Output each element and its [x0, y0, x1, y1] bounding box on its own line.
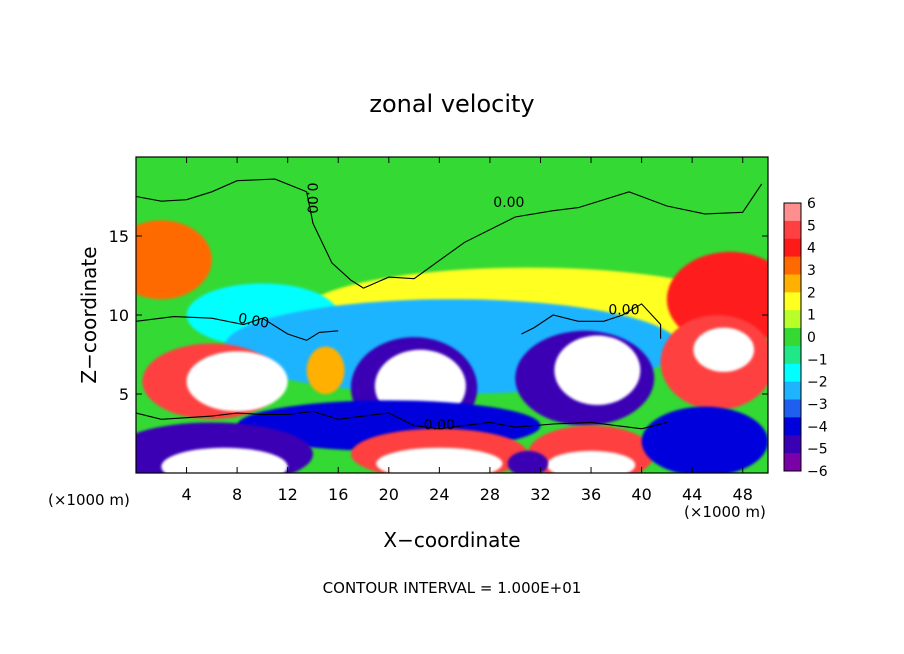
- colorbar-swatch-2: [784, 238, 801, 258]
- colorbar-label-6: 0: [807, 330, 816, 346]
- contour-line-1: [136, 316, 339, 341]
- field-blob-6: [186, 351, 288, 412]
- contour-lines: [136, 178, 763, 430]
- contour-label-2: 0.00: [237, 311, 270, 332]
- colorbar-label-5: 1: [807, 308, 816, 324]
- x-tick-label-8: 36: [581, 485, 601, 504]
- contour-label-3: 0.00: [608, 302, 639, 318]
- velocity-field: [136, 157, 768, 473]
- colorbar-swatch-1: [784, 220, 801, 240]
- field-blob-12: [693, 327, 755, 372]
- field-blob-10: [554, 335, 641, 406]
- contour-line-3: [136, 410, 668, 430]
- colorbar-label-7: −1: [807, 352, 828, 368]
- colorbar-swatch-6: [784, 310, 801, 329]
- colorbar-swatch-12: [784, 417, 801, 436]
- x-tick-label-3: 16: [328, 485, 348, 504]
- x-tick-label-7: 32: [530, 485, 550, 504]
- field-blob-18: [376, 447, 503, 473]
- x-tick-label-2: 12: [278, 485, 298, 504]
- colorbar-swatch-0: [784, 203, 801, 222]
- colorbar-swatch-11: [784, 399, 801, 418]
- contour-label-0: 0.00: [493, 195, 524, 211]
- chart-title: zonal velocity: [369, 90, 534, 118]
- colorbar-swatch-4: [784, 274, 801, 293]
- colorbar-label-0: 6: [807, 196, 816, 212]
- contour-line-2: [521, 303, 662, 339]
- colorbar-swatch-8: [784, 345, 801, 365]
- y-axis-label: Z−coordinate: [77, 246, 101, 383]
- colorbar: 6 5 4 3 2 1 0 −1 −2 −3 −4 −5 −6: [783, 196, 828, 480]
- x-tick-label-1: 8: [232, 485, 242, 504]
- contour-line-0: [136, 178, 763, 289]
- x-tick-label-9: 40: [631, 485, 651, 504]
- field-blob-13: [306, 346, 345, 394]
- colorbar-label-2: 4: [807, 241, 816, 257]
- colorbar-swatch-7: [784, 328, 801, 347]
- colorbar-label-8: −2: [807, 375, 828, 391]
- field-blob-21: [641, 406, 768, 473]
- x-tick-label-4: 20: [379, 485, 399, 504]
- y-tick-label-0: 5: [119, 385, 129, 404]
- colorbar-label-9: −3: [807, 397, 828, 413]
- x-tick-label-10: 44: [682, 485, 702, 504]
- colorbar-label-10: −4: [807, 419, 828, 435]
- field-blob-20: [546, 450, 636, 473]
- x-axis-label: X−coordinate: [383, 528, 520, 552]
- contour-interval-note: CONTOUR INTERVAL = 1.000E+01: [323, 579, 582, 597]
- y-tick-label-2: 15: [109, 227, 129, 246]
- field-blob-16: [161, 447, 288, 473]
- colorbar-swatch-9: [784, 363, 801, 383]
- contour-labels: 0.00 0.00 0.00 0.00 0.00: [237, 182, 640, 433]
- colorbar-label-1: 5: [807, 218, 816, 234]
- x-tick-label-0: 4: [181, 485, 191, 504]
- colorbar-swatch-5: [784, 292, 801, 311]
- contour-label-4: 0.00: [424, 418, 455, 434]
- colorbar-swatch-3: [784, 256, 801, 275]
- x-tick-label-11: 48: [733, 485, 753, 504]
- colorbar-swatch-13: [784, 435, 801, 454]
- colorbar-swatch-14: [784, 453, 801, 472]
- colorbar-label-3: 3: [807, 263, 816, 279]
- y-axis: 5 10 15: [109, 227, 768, 404]
- field-blob-22: [507, 450, 549, 473]
- colorbar-swatch-10: [784, 381, 801, 401]
- contour-label-1: 0.00: [304, 182, 320, 213]
- field-blob-1: [136, 220, 212, 300]
- x-tick-label-6: 28: [480, 485, 500, 504]
- colorbar-label-11: −5: [807, 442, 828, 458]
- y-tick-label-1: 10: [109, 306, 129, 325]
- x-unit-right: (×1000 m): [684, 503, 766, 521]
- colorbar-label-4: 2: [807, 285, 816, 301]
- x-axis: 4 8 12 16 20 24 28 32 36 40 44 48: [181, 157, 753, 504]
- colorbar-label-12: −6: [807, 464, 828, 480]
- colorbar-frame: [783, 202, 802, 472]
- x-tick-label-5: 24: [429, 485, 449, 504]
- x-unit-left: (×1000 m): [48, 491, 130, 509]
